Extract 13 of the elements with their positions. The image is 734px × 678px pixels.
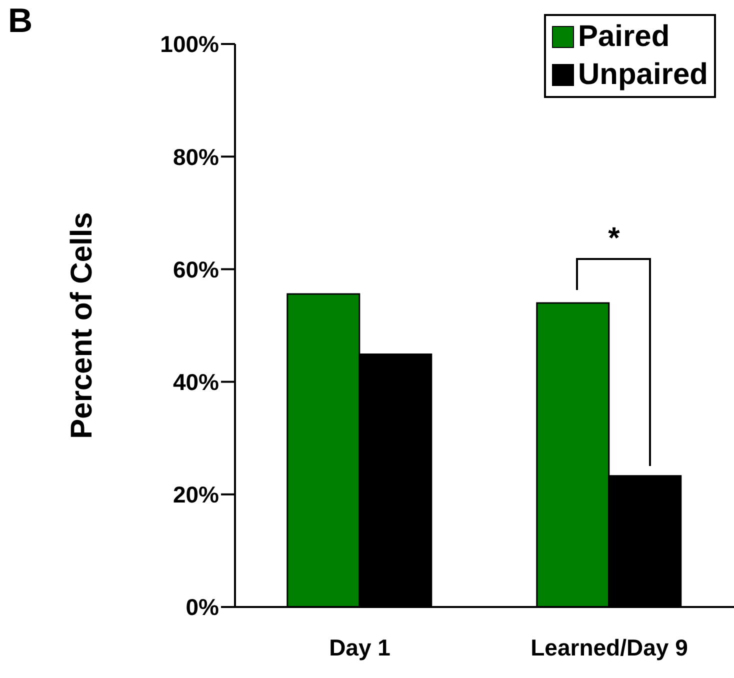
- y-tick-label: 0%: [186, 594, 219, 620]
- chart-title: B: [8, 2, 33, 41]
- legend-label: Paired: [578, 19, 670, 55]
- y-tick-label: 60%: [172, 256, 219, 282]
- y-tick-label: 100%: [160, 31, 219, 58]
- y-tick-label: 40%: [172, 368, 219, 395]
- y-tick-label: 80%: [172, 144, 219, 170]
- annotation: *: [607, 222, 621, 256]
- y-axis-title: Percent of Cells: [66, 212, 99, 439]
- legend-label: Unpaired: [578, 57, 708, 93]
- x-tick-label: Learned/Day 9: [530, 634, 688, 660]
- x-tick-label: Day 1: [329, 634, 391, 660]
- y-tick-label: 20%: [172, 482, 219, 508]
